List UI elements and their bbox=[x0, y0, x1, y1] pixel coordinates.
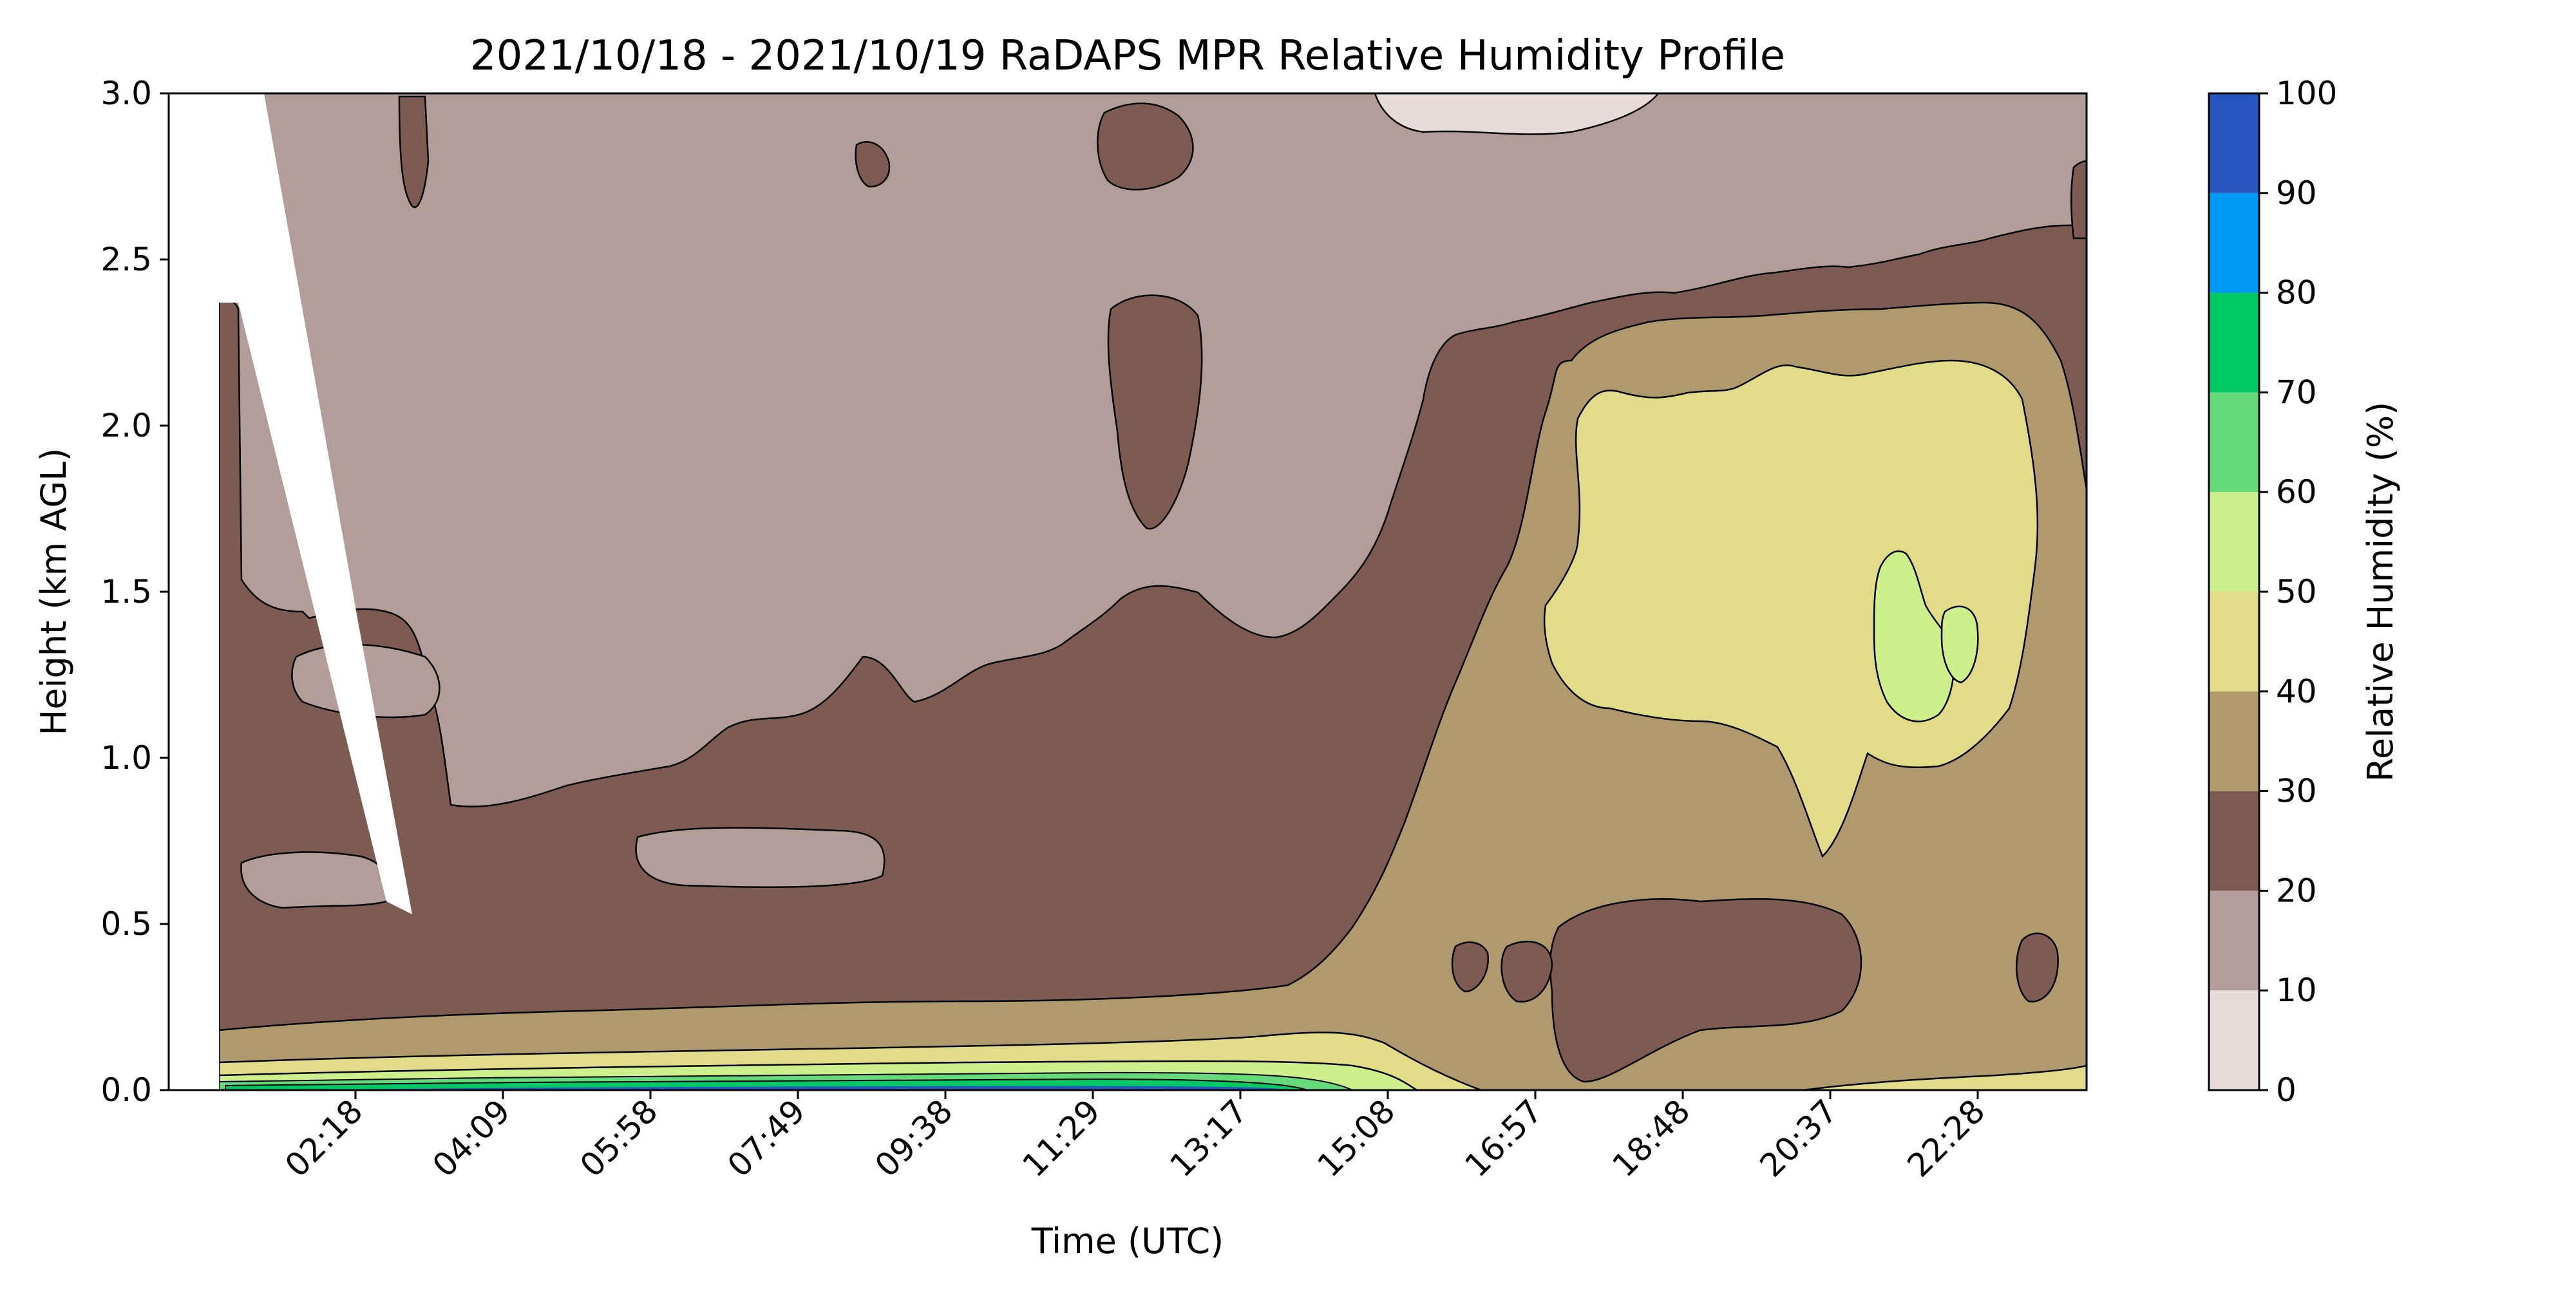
x-axis: 02:18 04:09 05:58 07:49 09:38 11:29 13:17 15:08… bbox=[278, 1090, 1993, 1184]
rh-band-20-30-patch bbox=[855, 141, 891, 188]
y-axis: 0.0 0.5 1.0 1.5 2.0 2.5 3.0 bbox=[100, 75, 169, 1109]
x-tick-label: 15:08 bbox=[1311, 1092, 1403, 1184]
y-tick-label: 1.5 bbox=[100, 573, 152, 610]
rh-band-20-30-patch bbox=[1107, 294, 1203, 530]
x-tick-label: 13:17 bbox=[1163, 1092, 1255, 1184]
x-tick-label: 22:28 bbox=[1900, 1092, 1993, 1184]
chart-title: 2021/10/18 - 2021/10/19 RaDAPS MPR Relat… bbox=[470, 32, 1785, 80]
rh-band-10-20-pocket bbox=[635, 827, 886, 889]
colorbar-tick-label: 10 bbox=[2276, 972, 2317, 1009]
x-tick-label: 20:37 bbox=[1753, 1092, 1845, 1184]
colorbar-segment bbox=[2209, 93, 2259, 193]
rh-band-20-30-patch bbox=[2070, 160, 2087, 240]
rh-band-20-30-pocket bbox=[1451, 941, 1490, 993]
rh-band-80-100-surface bbox=[258, 1086, 1288, 1090]
rh-band-20-30-pocket bbox=[1549, 898, 1862, 1083]
colorbar-segment bbox=[2209, 990, 2259, 1090]
colorbar-segment bbox=[2209, 891, 2259, 991]
y-tick-label: 0.0 bbox=[100, 1071, 152, 1109]
colorbar-tick-label: 90 bbox=[2276, 174, 2317, 212]
colorbar-tick-label: 80 bbox=[2276, 274, 2317, 312]
colorbar-tick-label: 0 bbox=[2276, 1071, 2297, 1109]
y-tick-label: 0.5 bbox=[100, 905, 152, 943]
missing-data-wedge bbox=[169, 93, 412, 1090]
colorbar-segment bbox=[2209, 592, 2259, 692]
colorbar-segment bbox=[2209, 691, 2259, 791]
y-tick-label: 2.0 bbox=[100, 407, 152, 444]
x-tick-label: 02:18 bbox=[278, 1092, 370, 1184]
rh-band-20-30-patch bbox=[398, 95, 430, 209]
x-tick-label: 05:58 bbox=[573, 1092, 665, 1184]
colorbar-tick-label: 40 bbox=[2276, 673, 2317, 710]
colorbar-segment bbox=[2209, 292, 2259, 393]
rh-band-20-30-pocket bbox=[1501, 941, 1553, 1003]
rh-band-20-30-pocket bbox=[2016, 932, 2059, 1003]
colorbar-segment bbox=[2209, 392, 2259, 493]
colorbar-tick-label: 30 bbox=[2276, 773, 2317, 810]
colorbar-label: Relative Humidity (%) bbox=[2360, 402, 2401, 782]
x-tick-label: 09:38 bbox=[868, 1092, 960, 1184]
x-tick-label: 07:49 bbox=[721, 1092, 813, 1184]
colorbar-tick-label: 50 bbox=[2276, 573, 2317, 610]
x-tick-label: 18:48 bbox=[1605, 1092, 1698, 1184]
colorbar-segment bbox=[2209, 492, 2259, 592]
colorbar-tick-label: 60 bbox=[2276, 473, 2317, 511]
colorbar-tick-label: 100 bbox=[2276, 75, 2337, 112]
y-tick-label: 3.0 bbox=[100, 75, 152, 112]
x-axis-label: Time (UTC) bbox=[1031, 1221, 1224, 1261]
y-tick-label: 1.0 bbox=[100, 739, 152, 777]
rh-band-40-50-surface-late bbox=[1803, 1064, 2087, 1090]
rh-band-0-10-patch bbox=[1374, 93, 1660, 135]
x-tick-label: 04:09 bbox=[426, 1092, 518, 1184]
colorbar-segment bbox=[2209, 193, 2259, 293]
y-axis-label: Height (km AGL) bbox=[33, 448, 74, 736]
colorbar-tick-label: 70 bbox=[2276, 373, 2317, 411]
colorbar-tick-label: 20 bbox=[2276, 872, 2317, 909]
rh-band-50-60 bbox=[1940, 605, 1979, 684]
rh-band-50-60 bbox=[1873, 550, 1955, 722]
x-tick-label: 11:29 bbox=[1016, 1092, 1108, 1184]
colorbar: 0 10 20 30 40 50 60 70 80 90 100 bbox=[2208, 75, 2337, 1109]
rh-band-40-50 bbox=[1543, 359, 2039, 858]
x-tick-label: 16:57 bbox=[1458, 1092, 1550, 1184]
colorbar-segment bbox=[2209, 791, 2259, 891]
rh-band-10-20-pocket bbox=[240, 851, 390, 909]
y-tick-label: 2.5 bbox=[100, 241, 152, 278]
plot-area bbox=[169, 93, 2087, 1090]
rh-band-20-30-patch bbox=[1097, 102, 1194, 191]
